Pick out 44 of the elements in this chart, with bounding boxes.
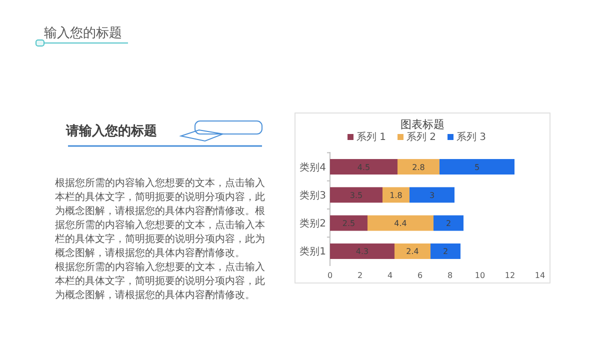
text: 根据您所需的内容输入您想要的文本，点击输入本栏的具体文字，简明扼要的说明分项内容，此为概念图解，请根据您的具体内容酌情修改。根据您所需的内容输入您想要的文本，点击输入本栏的具体文字，简明扼要的说明分项内容，此为概念图解，请根据您的具体内容酌情修改。 — [54, 177, 265, 259]
x-tick-label: 4 — [387, 271, 393, 280]
bar — [410, 187, 454, 203]
text: 根据您所需的内容输入您想要的文本，点击输入本栏的具体文字，简明扼要的说明分项内容，此为概念图解，请根据您的具体内容酌情修改。 — [55, 261, 265, 301]
legend-label: 系列 2 — [406, 131, 436, 143]
data-label: 4.3 — [356, 247, 369, 256]
data-label: 3 — [429, 190, 435, 200]
bar — [440, 159, 514, 175]
x-tick-label: 6 — [417, 271, 423, 280]
x-tick-label: 14 — [534, 271, 546, 280]
x-tick-label: 0 — [327, 271, 333, 280]
data-label: 3.5 — [350, 190, 363, 200]
bar — [368, 215, 434, 231]
y-tick-label: 类别1 — [300, 246, 326, 258]
y-tick-label: 类别3 — [300, 189, 326, 202]
data-label: 2.8 — [412, 162, 425, 172]
y-tick-label: 类别4 — [300, 161, 326, 174]
x-tick-label: 12 — [504, 271, 516, 280]
x-tick-label: 8 — [447, 271, 453, 280]
data-label: 4.4 — [394, 219, 407, 228]
data-label: 2 — [446, 219, 452, 228]
bar — [398, 159, 440, 175]
bar — [330, 243, 394, 259]
bar — [330, 187, 382, 203]
data-label: 5 — [474, 162, 480, 172]
text: 输入您的标题 — [44, 26, 122, 41]
data-label: 2 — [442, 247, 448, 256]
legend-label: 系列 1 — [356, 131, 386, 143]
x-tick-label: 2 — [357, 271, 363, 280]
bar — [382, 187, 410, 203]
bar — [434, 215, 464, 231]
data-label: 1.8 — [390, 190, 402, 200]
bar — [394, 243, 430, 259]
chart-title: 图表标题 — [400, 118, 444, 131]
data-label: 2.5 — [342, 219, 356, 228]
data-label: 2.4 — [406, 247, 419, 256]
legend-label: 系列 3 — [456, 131, 486, 143]
bar — [330, 159, 398, 175]
data-label: 4.5 — [357, 162, 370, 172]
text: 请输入您的标题 — [65, 123, 157, 139]
y-tick-label: 类别2 — [300, 218, 326, 230]
x-tick-label: 10 — [474, 271, 486, 280]
bar — [330, 215, 368, 231]
bar — [430, 243, 460, 259]
